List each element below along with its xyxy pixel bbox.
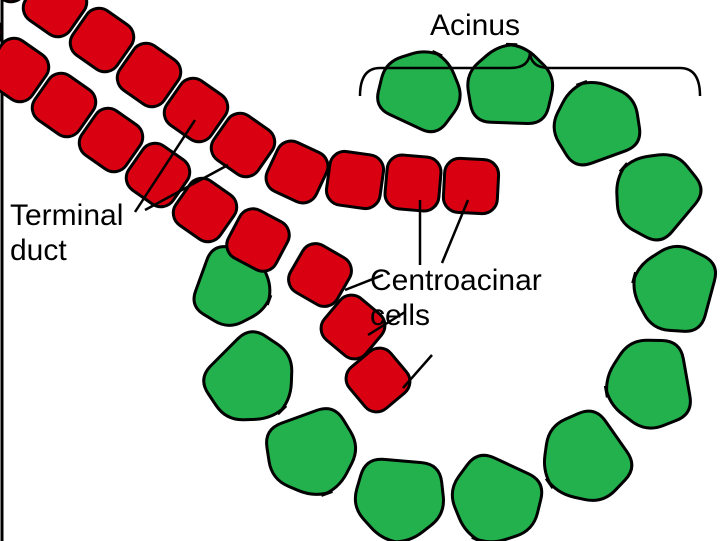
label-terminal-duct: Terminal <box>10 199 123 232</box>
duct-cell <box>325 150 386 211</box>
label-centroacinar: Centroacinar <box>370 264 542 297</box>
label-acinus: Acinus <box>430 9 520 42</box>
label-centroacinar: cells <box>370 299 430 332</box>
centroacinar-cell <box>384 154 443 213</box>
label-terminal-duct: duct <box>10 234 67 267</box>
centroacinar-cell <box>443 158 500 215</box>
